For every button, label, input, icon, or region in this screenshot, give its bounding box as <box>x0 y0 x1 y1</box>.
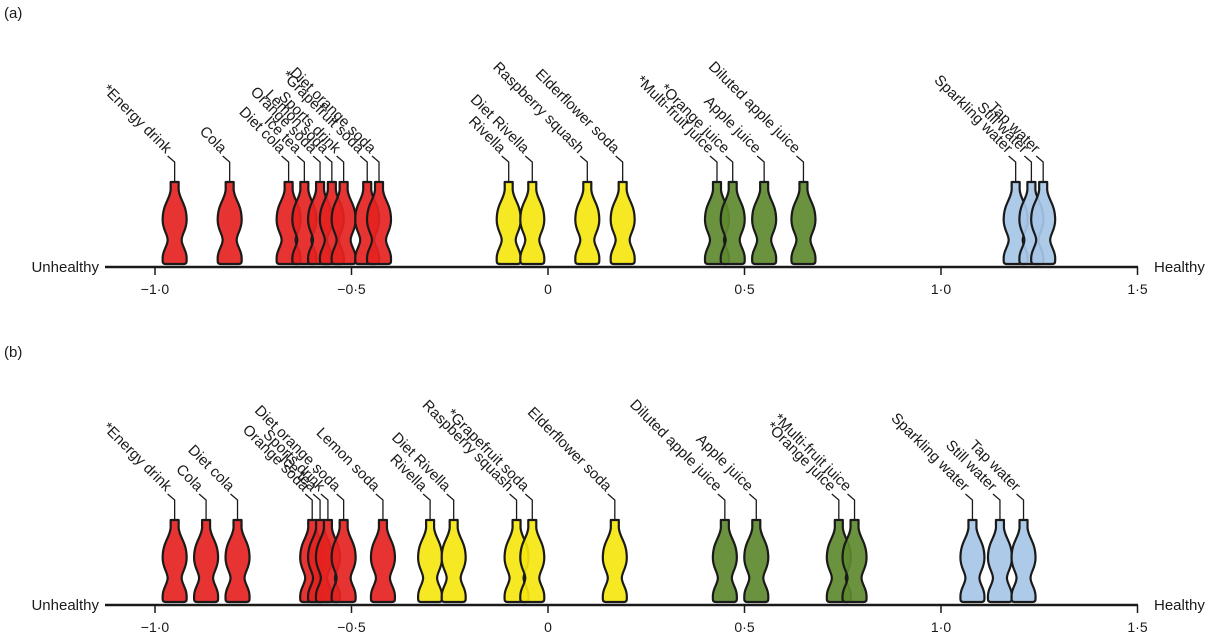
leader-line <box>717 493 726 520</box>
drink-label: *Energy drink <box>99 81 175 157</box>
drink-bottle-marker <box>574 180 601 266</box>
x-tick-label: −1·0 <box>141 281 170 297</box>
drink-bottle-marker <box>719 180 746 266</box>
leader-line <box>709 155 718 182</box>
leader-line <box>524 155 533 182</box>
leader-line <box>501 155 510 182</box>
drink-bottle-marker <box>417 518 444 604</box>
leader-line <box>725 155 734 182</box>
leader-line <box>1008 155 1017 182</box>
drink-bottle-marker <box>161 518 188 604</box>
x-tick-label: 0 <box>544 619 552 635</box>
x-tick-label: −0·5 <box>337 619 366 635</box>
drink-bottle-marker <box>330 518 357 604</box>
leader-line <box>167 493 176 520</box>
leader-line <box>198 493 207 520</box>
x-tick-label: −0·5 <box>337 281 366 297</box>
drink-bottle-marker <box>440 518 467 604</box>
leader-line <box>312 155 321 182</box>
leader-line <box>965 493 974 520</box>
unhealthy-label: Unhealthy <box>31 259 99 276</box>
drink-bottle-marker <box>711 518 738 604</box>
drink-label: *Grapefruit soda <box>443 406 533 496</box>
leader-line <box>796 155 805 182</box>
leader-line <box>509 493 518 520</box>
leader-line <box>1035 155 1044 182</box>
leader-line <box>422 493 431 520</box>
drink-bottle-marker <box>519 518 546 604</box>
leader-line <box>312 493 321 520</box>
drink-bottle-marker <box>495 180 522 266</box>
leader-line <box>607 493 616 520</box>
drink-label: Cola <box>196 123 230 157</box>
leader-line <box>371 155 380 182</box>
leader-line <box>324 155 333 182</box>
drink-bottle-marker <box>1030 180 1057 266</box>
leader-line <box>992 493 1001 520</box>
leader-line <box>1016 493 1025 520</box>
panel-b: (b) Unhealthy Healthy −1·0 −0·5 0 0·5 1·0 1·5 *En… <box>4 344 1205 635</box>
leader-line <box>304 493 313 520</box>
x-tick-label: 1·0 <box>931 281 951 297</box>
leader-line <box>756 155 765 182</box>
leader-line <box>579 155 588 182</box>
drink-bottle-marker <box>161 180 188 266</box>
drink-bottle-marker <box>369 518 397 604</box>
leader-line <box>847 493 856 520</box>
leader-line <box>320 493 329 520</box>
drink-bottle-marker <box>841 518 868 604</box>
x-tick-label: 1·0 <box>931 619 951 635</box>
leader-line <box>296 155 305 182</box>
leader-line <box>1023 155 1033 182</box>
x-tick-label: 1·5 <box>1127 281 1147 297</box>
leader-line <box>524 493 533 520</box>
drink-label: *Energy drink <box>99 419 175 495</box>
panel-label: (b) <box>4 344 22 361</box>
leader-line <box>446 493 455 520</box>
drink-bottle-marker <box>365 180 393 266</box>
drink-bottle-marker <box>959 518 986 604</box>
drink-bottle-marker <box>1010 518 1037 604</box>
drink-bottle-marker <box>751 180 778 266</box>
drink-bottle-marker <box>790 180 817 266</box>
drink-label: Elderflower soda <box>524 404 615 495</box>
panel-label: (a) <box>4 5 22 22</box>
leader-line <box>336 493 345 520</box>
leader-line <box>831 493 840 520</box>
drink-bottle-marker <box>224 518 251 604</box>
drink-label: *Multi-fruit juice <box>770 410 855 495</box>
drink-bottle-marker <box>216 180 243 266</box>
drink-bottle-marker <box>192 518 220 604</box>
drink-bottle-marker <box>743 518 770 604</box>
healthy-label: Healthy <box>1154 597 1205 614</box>
drink-bottle-marker <box>519 180 546 266</box>
x-tick-label: 0·5 <box>734 619 754 635</box>
x-tick-label: 1·5 <box>1127 619 1147 635</box>
panel-a: (a) Unhealthy Healthy −1·0 −0·5 0 0·5 1·0 1·5 *En… <box>4 5 1205 297</box>
x-tick-label: 0 <box>544 281 552 297</box>
leader-line <box>222 155 231 182</box>
unhealthy-label: Unhealthy <box>31 597 99 614</box>
leader-line <box>615 155 624 182</box>
x-tick-label: −1·0 <box>141 619 170 635</box>
leader-line <box>230 493 239 520</box>
leader-line <box>359 155 368 182</box>
drink-bottle-marker <box>609 180 636 266</box>
leader-line <box>748 493 757 520</box>
drink-label: *Multi-fruit juice <box>633 72 718 157</box>
leader-line <box>375 493 384 520</box>
leader-line <box>281 155 290 182</box>
drink-bottle-marker <box>986 518 1014 604</box>
x-tick-label: 0·5 <box>734 281 754 297</box>
drink-bottle-marker <box>601 518 628 604</box>
leader-line <box>167 155 176 182</box>
leader-line <box>336 155 345 182</box>
healthy-label: Healthy <box>1154 259 1205 276</box>
